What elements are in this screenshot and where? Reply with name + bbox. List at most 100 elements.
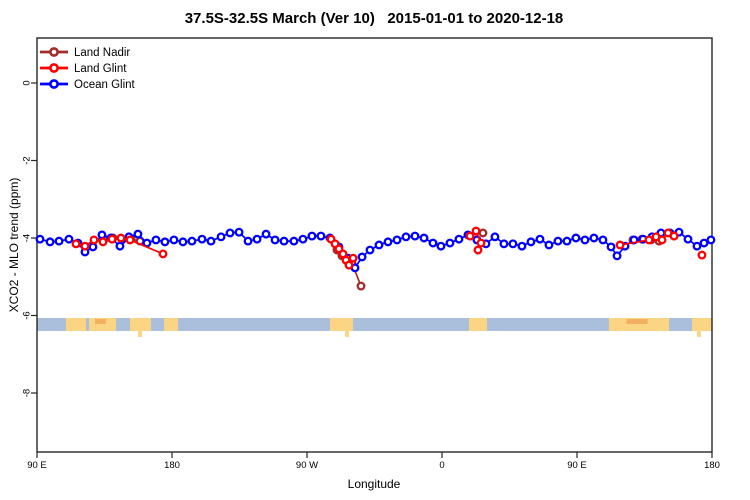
map-band-land-tail <box>696 330 701 337</box>
land-glint-point <box>348 253 358 263</box>
land-glint-point <box>471 226 481 236</box>
ocean-glint-point <box>445 238 455 248</box>
ocean-glint-point <box>526 237 536 247</box>
land-glint-point <box>476 238 486 248</box>
ocean-glint-point <box>428 238 438 248</box>
ocean-glint-point <box>589 233 599 243</box>
legend-marker-land-nadir <box>49 47 59 57</box>
ocean-glint-point <box>243 236 253 246</box>
ocean-glint-point <box>178 237 188 247</box>
map-band-land-patch <box>329 318 354 331</box>
land-ocean-map-band <box>37 318 712 337</box>
land-glint-point <box>615 240 625 250</box>
map-band-land-tail <box>138 330 143 337</box>
land-glint-point <box>465 231 475 241</box>
map-band-land-patch <box>608 318 669 331</box>
legend-label-ocean-glint: Ocean Glint <box>74 79 136 91</box>
ocean-glint-point <box>225 228 235 238</box>
ocean-glint-point <box>553 236 563 246</box>
ocean-glint-point <box>234 227 244 237</box>
x-tick-label: 180 <box>164 460 180 471</box>
ocean-glint-point <box>571 233 581 243</box>
ocean-glint-point <box>97 230 107 240</box>
land-glint-point <box>644 235 654 245</box>
land-glint-point <box>125 235 135 245</box>
y-tick-label: -6 <box>22 311 33 319</box>
y-tick-label: 0 <box>22 80 33 85</box>
land-glint-point <box>158 249 168 259</box>
ocean-glint-point <box>197 234 207 244</box>
ocean-glint-point <box>454 234 464 244</box>
ocean-glint-point <box>133 229 143 239</box>
ocean-glint-point <box>499 239 509 249</box>
ocean-glint-point <box>419 233 429 243</box>
ocean-glint-point <box>612 251 622 261</box>
ocean-glint-point <box>115 241 125 251</box>
ocean-glint-point <box>401 232 411 242</box>
legend-label-land-glint: Land Glint <box>74 63 127 75</box>
map-band-land-patch <box>130 318 151 331</box>
land-nadir-point <box>356 281 366 291</box>
land-nadir-point <box>478 228 488 238</box>
ocean-glint-point <box>187 236 197 246</box>
ocean-glint-point <box>206 236 216 246</box>
y-tick-label: -2 <box>22 156 33 164</box>
ocean-glint-point <box>490 232 500 242</box>
land-glint-point <box>80 241 90 251</box>
land-glint-point <box>669 231 679 241</box>
ocean-glint-point <box>580 235 590 245</box>
ocean-glint-point <box>535 234 545 244</box>
x-axis: 90 E 180 90 W 0 90 E 180 Longitude <box>27 452 720 491</box>
land-glint-point <box>473 245 483 255</box>
map-band-dense-spot <box>626 319 648 324</box>
y-tick-label: -8 <box>22 389 33 397</box>
legend-marker-land-glint <box>49 63 59 73</box>
ocean-glint-point <box>88 242 98 252</box>
ocean-glint-point <box>151 235 161 245</box>
ocean-glint-point <box>383 237 393 247</box>
ocean-glint-point <box>35 234 45 244</box>
map-band-ocean <box>37 318 712 331</box>
x-tick-label: 90 E <box>27 460 47 471</box>
x-tick-label: 0 <box>439 460 444 471</box>
land-glint-point <box>697 250 707 260</box>
ocean-glint-point <box>436 241 446 251</box>
legend-label-land-nadir: Land Nadir <box>74 47 130 59</box>
y-axis: 0 -2 -4 -6 -8 XCO2 - MLO trend (ppm) <box>7 80 37 397</box>
ocean-glint-point <box>410 231 420 241</box>
x-tick-label: 90 E <box>567 460 587 471</box>
ocean-glint-point <box>374 240 384 250</box>
series-land-glint <box>71 226 707 270</box>
ocean-glint-point <box>357 252 367 262</box>
map-band-dense-spot <box>95 319 106 324</box>
ocean-glint-point <box>307 231 317 241</box>
ocean-glint-point <box>392 235 402 245</box>
ocean-glint-point <box>562 236 572 246</box>
ocean-glint-point <box>64 234 74 244</box>
land-glint-point <box>116 233 126 243</box>
ocean-glint-point <box>365 245 375 255</box>
ocean-glint-point <box>169 235 179 245</box>
x-axis-title: Longitude <box>348 477 401 491</box>
ocean-glint-point <box>517 241 527 251</box>
map-band-land-tail <box>345 330 350 337</box>
ocean-glint-point <box>45 237 55 247</box>
map-band-land-patch <box>692 318 712 331</box>
land-glint-point <box>657 235 667 245</box>
ocean-glint-point <box>508 239 518 249</box>
legend: Land Nadir Land Glint Ocean Glint <box>40 47 136 91</box>
chart-title: 37.5S-32.5S March (Ver 10) 2015-01-01 to… <box>185 10 564 27</box>
ocean-glint-point <box>606 242 616 252</box>
data-series-layer <box>35 226 716 291</box>
ocean-glint-point <box>270 235 280 245</box>
ocean-glint-point <box>699 238 709 248</box>
ocean-glint-point <box>54 236 64 246</box>
ocean-glint-point <box>706 235 716 245</box>
map-band-land-patch <box>65 318 87 331</box>
ocean-glint-point <box>692 241 702 251</box>
ocean-glint-point <box>216 232 226 242</box>
ocean-glint-point <box>279 236 289 246</box>
y-axis-title: XCO2 - MLO trend (ppm) <box>7 178 21 313</box>
ocean-glint-point <box>261 229 271 239</box>
